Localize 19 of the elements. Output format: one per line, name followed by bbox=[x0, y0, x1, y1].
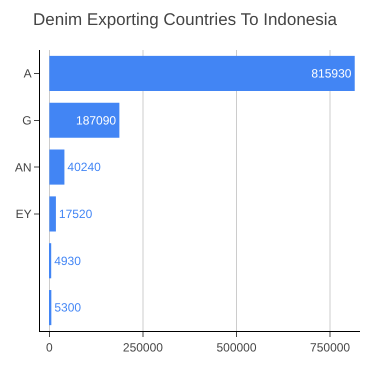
data-label: 187090 bbox=[76, 113, 116, 128]
x-tick-label: 0 bbox=[46, 340, 54, 354]
y-tick-label: AN bbox=[14, 160, 32, 174]
x-tick-label: 750000 bbox=[310, 340, 350, 354]
data-label: 17520 bbox=[58, 206, 93, 221]
bar bbox=[49, 102, 120, 138]
bar bbox=[49, 150, 64, 185]
bar bbox=[49, 56, 355, 91]
x-tick-label: 500000 bbox=[216, 340, 257, 354]
data-label: 5300 bbox=[54, 300, 82, 315]
data-label: 815930 bbox=[311, 66, 352, 80]
bar bbox=[49, 196, 56, 232]
y-tick-label: EY bbox=[16, 207, 32, 222]
chart-title: Denim Exporting Countries To Indonesia bbox=[33, 10, 338, 29]
y-tick-label: G bbox=[22, 113, 32, 128]
data-label: 40240 bbox=[67, 160, 102, 174]
data-label: 4930 bbox=[54, 254, 82, 268]
x-tick-label: 250000 bbox=[122, 340, 164, 354]
y-tick-label: A bbox=[24, 66, 32, 81]
